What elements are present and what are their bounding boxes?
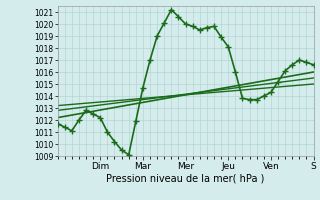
X-axis label: Pression niveau de la mer( hPa ): Pression niveau de la mer( hPa ) <box>107 173 265 183</box>
